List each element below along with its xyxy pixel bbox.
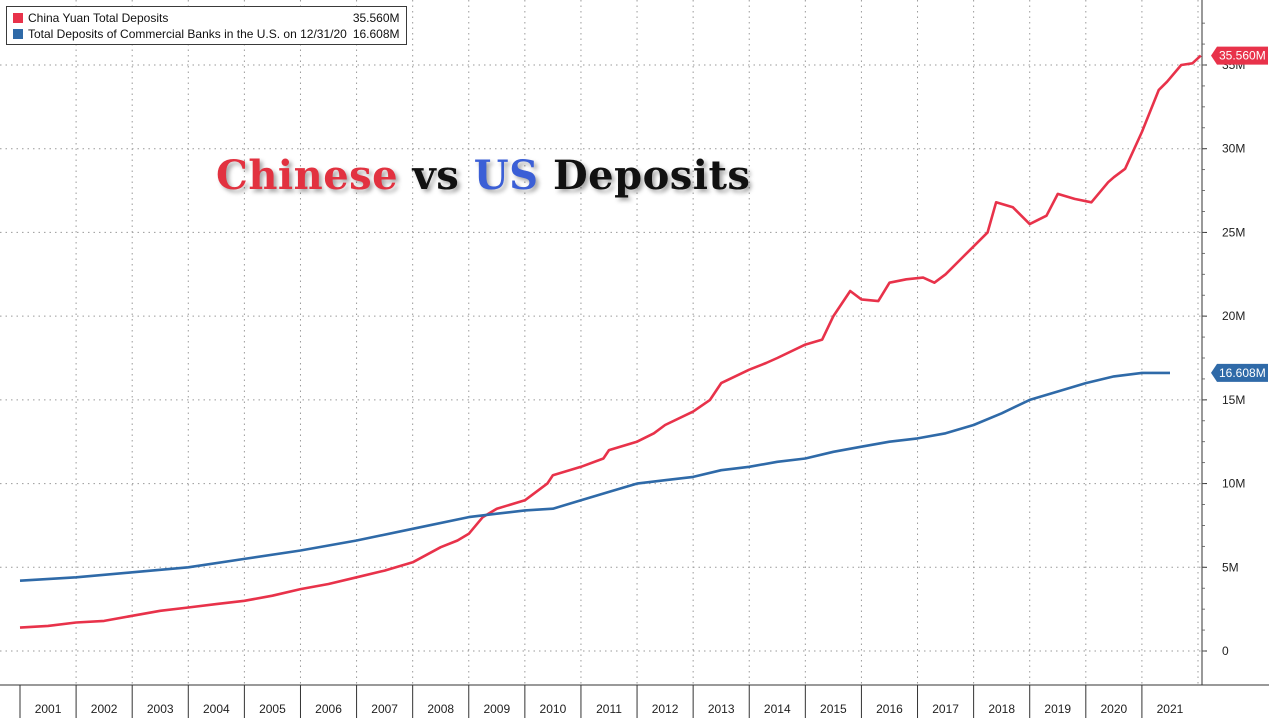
x-tick-label: 2009 — [483, 702, 510, 716]
x-tick-label: 2011 — [596, 702, 622, 716]
us-series-line — [19, 371, 1170, 582]
y-tick-label: 15M — [1222, 393, 1245, 407]
x-tick-label: 2015 — [820, 702, 847, 716]
x-tick-label: 2021 — [1157, 702, 1184, 716]
china-end-label-bg — [1211, 46, 1268, 65]
x-tick-label: 2001 — [35, 702, 62, 716]
china-end-label: 35.560M — [1211, 46, 1268, 65]
legend-swatch-us — [13, 29, 23, 39]
y-tick-label: 5M — [1222, 560, 1239, 574]
title-chinese: Chinese — [216, 152, 399, 199]
legend-label-china: China Yuan Total Deposits — [28, 11, 169, 25]
legend-value-us: 16.608M — [352, 27, 400, 41]
x-tick-label: 2012 — [652, 702, 679, 716]
x-tick-label: 2013 — [708, 702, 735, 716]
y-tick-label: 25M — [1222, 225, 1245, 239]
x-tick-label: 2002 — [91, 702, 118, 716]
legend: China Yuan Total Deposits 35.560M Total … — [6, 6, 407, 45]
legend-value-china: 35.560M — [352, 11, 400, 25]
chart-title: Chinese vs US Deposits — [216, 152, 750, 199]
x-tick-label: 2006 — [315, 702, 342, 716]
legend-entry-us: Total Deposits of Commercial Banks in th… — [13, 26, 400, 42]
title-us: US — [473, 152, 539, 199]
legend-label-us: Total Deposits of Commercial Banks in th… — [28, 27, 347, 41]
y-tick-label: 20M — [1222, 309, 1245, 323]
series-lines — [19, 54, 1202, 629]
china-series-line — [19, 54, 1202, 629]
us-end-label-text: 16.608M — [1219, 366, 1266, 380]
y-tick-label: 0 — [1222, 644, 1229, 658]
x-tick-label: 2020 — [1101, 702, 1128, 716]
x-tick-label: 2003 — [147, 702, 174, 716]
title-vs: vs — [398, 152, 474, 199]
y-tick-label: 10M — [1222, 477, 1245, 491]
x-tick-label: 2017 — [932, 702, 959, 716]
x-tick-label: 2010 — [540, 702, 567, 716]
title-deposits: Deposits — [538, 152, 751, 199]
china-end-label-text: 35.560M — [1219, 49, 1266, 63]
x-tick-label: 2004 — [203, 702, 230, 716]
us-end-label-bg — [1211, 363, 1268, 382]
x-tick-label: 2019 — [1044, 702, 1071, 716]
end-value-labels: 35.560M 16.608M — [1211, 46, 1268, 382]
x-tick-label: 2018 — [988, 702, 1015, 716]
grid-lines — [0, 0, 1202, 685]
x-tick-label: 2005 — [259, 702, 286, 716]
legend-entry-china: China Yuan Total Deposits 35.560M — [13, 10, 400, 26]
us-end-label: 16.608M — [1211, 363, 1268, 382]
legend-swatch-china — [13, 13, 23, 23]
x-tick-label: 2016 — [876, 702, 903, 716]
x-tick-label: 2007 — [371, 702, 398, 716]
x-tick-label: 2008 — [427, 702, 454, 716]
x-tick-label: 2014 — [764, 702, 791, 716]
y-tick-label: 30M — [1222, 142, 1245, 156]
